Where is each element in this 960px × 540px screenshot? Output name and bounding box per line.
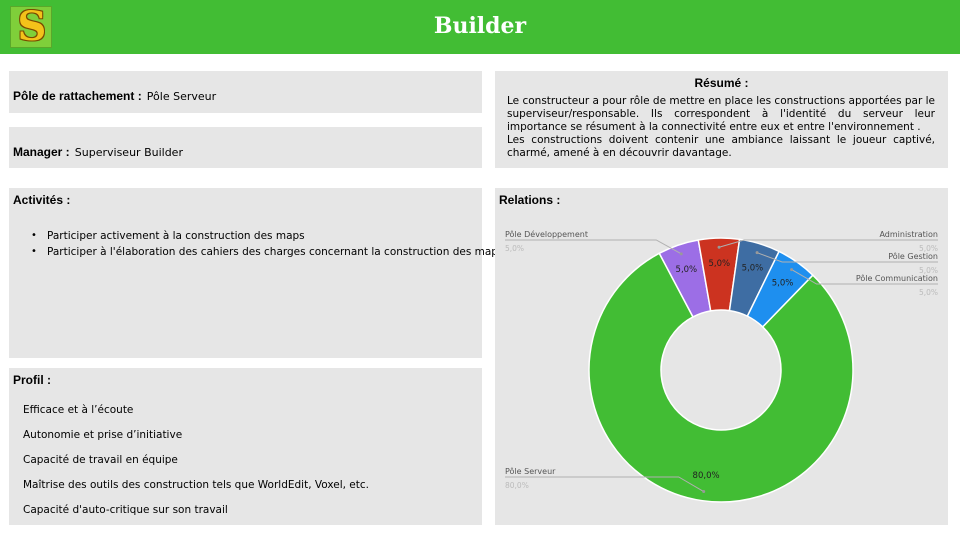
relations-donut-chart: 5,0% 5,0% 5,0% 5,0% 80,0% Pôle Développement 5… [505, 229, 938, 503]
slice-pole-serveur [588, 252, 854, 503]
callout-dot [755, 251, 759, 255]
callout-dot [702, 490, 706, 494]
callout-dot [790, 268, 794, 272]
logo: S [10, 3, 52, 50]
activites-box: Activités : • Participer activement à la … [9, 188, 503, 358]
callout-line [791, 269, 938, 285]
manager-box: Manager : Superviseur Builder [9, 127, 482, 168]
page-title: Builder [433, 13, 527, 39]
pole-value: Pôle Serveur [146, 90, 217, 103]
slice-value-label: 5,0% [676, 265, 698, 275]
resume-title: Résumé : [694, 76, 749, 90]
list-item: Capacité d'auto-critique sur son travail [23, 504, 228, 516]
callout-line [756, 252, 938, 263]
list-item-text: Participer à l'élaboration des cahiers d… [47, 246, 504, 258]
profil-title: Profil : [13, 373, 51, 387]
legend-label-pole-serveur: Pôle Serveur [505, 466, 556, 476]
manager-value: Superviseur Builder [74, 146, 183, 159]
activites-title: Activités : [13, 193, 71, 207]
legend-label-administration: Administration [879, 230, 938, 239]
resume-paragraph: Le constructeur a pour rôle de mettre en… [507, 95, 936, 133]
manager-label: Manager : [13, 145, 70, 159]
legend-label-pole-developpement: Pôle Développement [505, 229, 588, 239]
relations-box: Relations : 5,0% 5,0% 5,0% 5,0% 80,0% Pôle Dé… [495, 188, 948, 525]
callout-line [505, 239, 682, 255]
legend-value: 5,0% [919, 266, 938, 275]
list-item: Autonomie et prise d’initiative [23, 429, 183, 441]
list-item-text: Participer activement à la construction … [47, 230, 305, 242]
legend-value: 80,0% [505, 481, 529, 490]
resume-text: Le constructeur a pour rôle de mettre en… [507, 95, 935, 160]
slice-value-label: 80,0% [693, 471, 720, 481]
resume-paragraph: Les constructions doivent contenir une a… [507, 134, 935, 159]
bullet-icon: • [31, 230, 37, 241]
list-item: • Participer activement à la construction… [29, 228, 503, 244]
header-bar: S Builder [0, 0, 960, 54]
slice-value-label: 5,0% [709, 259, 731, 269]
pole-box: Pôle de rattachement : Pôle Serveur [9, 71, 482, 113]
bullet-icon: • [31, 246, 37, 257]
logo-letter: S [17, 3, 47, 50]
list-item: Maîtrise des outils des construction tel… [23, 479, 369, 491]
slice-value-label: 5,0% [742, 264, 764, 274]
list-item: Efficace et à l’écoute [23, 404, 134, 416]
legend-label-pole-gestion: Pôle Gestion [888, 251, 938, 261]
list-item: • Participer à l'élaboration des cahiers … [29, 244, 503, 260]
legend-value: 5,0% [919, 244, 938, 253]
callout-line [718, 239, 938, 248]
profil-list: Efficace et à l’écoute Autonomie et pris… [23, 400, 369, 525]
legend-label-pole-communication: Pôle Communication [856, 273, 938, 283]
activites-list: • Participer activement à la construction… [29, 228, 503, 260]
list-item: Capacité de travail en équipe [23, 454, 178, 466]
resume-box: Résumé : Le constructeur a pour rôle de … [495, 71, 948, 168]
slice-value-label: 5,0% [772, 278, 794, 288]
legend-value: 5,0% [505, 244, 524, 253]
relations-title: Relations : [499, 193, 561, 207]
legend-value: 5,0% [919, 288, 938, 297]
callout-dot [679, 252, 683, 256]
pole-label: Pôle de rattachement : [13, 89, 142, 103]
callout-line [505, 476, 704, 492]
callout-dot [717, 245, 721, 249]
profil-box: Profil : Efficace et à l’écoute Autonomi… [9, 368, 482, 525]
